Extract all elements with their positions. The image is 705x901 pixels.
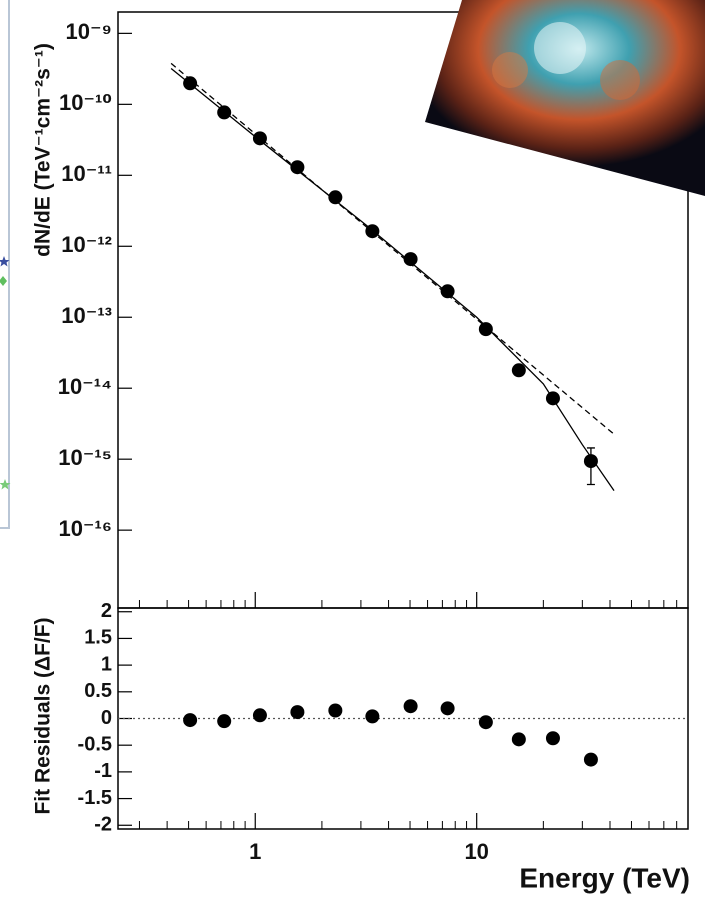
y-tick-label: 10⁻¹³ <box>61 303 112 328</box>
fragment-marker <box>0 256 10 267</box>
y-tick-label: -2 <box>94 814 112 836</box>
x-tick-label: 10 <box>464 839 488 864</box>
data-point <box>583 454 598 469</box>
y-tick-label: 10⁻¹⁶ <box>58 516 112 541</box>
data-point <box>290 705 305 720</box>
y-tick-label: 10⁻¹¹ <box>61 161 112 186</box>
y-tick-label: -0.5 <box>78 733 112 755</box>
y-tick-label: 10⁻¹² <box>61 232 112 257</box>
photo-detail <box>492 52 528 88</box>
data-point <box>545 731 560 746</box>
data-point <box>217 714 232 729</box>
data-point <box>440 284 455 299</box>
fragment-marker <box>0 479 11 490</box>
fragment-marker <box>0 276 7 286</box>
y-tick-label: 10⁻⁹ <box>65 19 112 44</box>
spectrum-plot: dN/dE (TeV⁻¹cm⁻²s⁻¹) Fit Residuals (ΔF/F… <box>32 11 690 893</box>
data-point <box>328 703 343 718</box>
x-axis-label: Energy (TeV) <box>519 862 690 893</box>
photo-detail <box>534 22 586 74</box>
data-point <box>440 701 455 716</box>
y-tick-label: -1 <box>94 760 112 782</box>
curved-fit <box>170 67 615 492</box>
y-tick-label: 10⁻¹⁵ <box>58 445 112 470</box>
data-point <box>252 708 267 723</box>
y-tick-label: 1 <box>101 653 112 675</box>
data-point <box>290 160 305 175</box>
data-point <box>403 252 418 267</box>
y-tick-label: 0.5 <box>84 680 112 702</box>
data-point <box>478 715 493 730</box>
y-tick-label: -1.5 <box>78 787 112 809</box>
data-point <box>511 363 526 378</box>
background-chart-fragment <box>0 0 11 529</box>
data-point <box>403 699 418 714</box>
y-tick-label: 1.5 <box>84 627 112 649</box>
y-axis-label: dN/dE (TeV⁻¹cm⁻²s⁻¹) <box>32 43 55 257</box>
data-point <box>328 190 343 205</box>
data-point <box>478 322 493 337</box>
x-tick-label: 1 <box>249 839 261 864</box>
data-point <box>183 713 198 728</box>
photo-detail <box>600 60 640 100</box>
data-point <box>252 131 267 146</box>
data-point <box>583 752 598 767</box>
power-law-fit <box>170 62 615 435</box>
nebula-photo <box>425 0 705 196</box>
y-axis-label: Fit Residuals (ΔF/F) <box>32 617 55 814</box>
y-tick-label: 10⁻¹⁰ <box>59 90 112 115</box>
data-point <box>365 709 380 724</box>
y-tick-label: 2 <box>101 600 112 622</box>
photo-image <box>425 0 705 196</box>
y-tick-label: 0 <box>101 707 112 729</box>
data-point <box>511 732 526 747</box>
y-tick-label: 10⁻¹⁴ <box>58 374 112 399</box>
